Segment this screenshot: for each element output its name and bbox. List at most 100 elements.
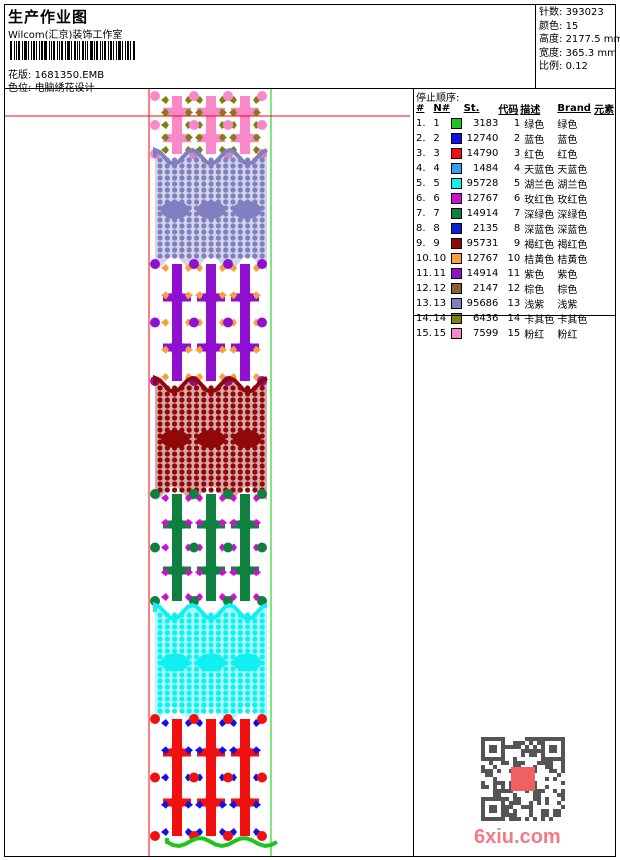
lattice-bead: [157, 247, 163, 253]
lattice-bead: [201, 642, 207, 648]
qr-module: [561, 781, 565, 785]
page-title: 生产作业图: [8, 8, 89, 26]
leaf: [161, 746, 169, 755]
lattice-bead: [186, 199, 192, 205]
color-swatch: [451, 177, 463, 189]
lattice-bead: [186, 391, 192, 397]
lattice-bead: [245, 235, 251, 241]
cell-brand: 浅紫: [557, 300, 578, 311]
lattice-bead: [237, 624, 243, 630]
cell-brand: 紫色: [557, 270, 578, 281]
qr-module: [545, 809, 549, 813]
lattice-bead: [245, 708, 251, 714]
corner-flower: [257, 542, 267, 553]
qr-module: [509, 813, 513, 817]
lattice-bead: [245, 684, 251, 690]
barcode-bar: [67, 41, 70, 60]
cell-idx: 15.: [416, 328, 432, 339]
lattice-bead: [193, 427, 200, 433]
lattice-bead: [223, 708, 229, 714]
barcode-bar: [28, 41, 29, 60]
flower-stem: [206, 719, 216, 836]
flower-center: [170, 563, 184, 578]
lattice-bead: [237, 636, 243, 642]
lattice-bead: [172, 636, 178, 642]
lattice-bead: [208, 624, 214, 630]
cell-st: 14914: [466, 268, 499, 279]
lattice-bead: [259, 157, 265, 163]
qr-module: [521, 753, 525, 757]
lattice-bead: [201, 708, 207, 714]
qr-module: [517, 745, 521, 749]
lattice-bead: [164, 175, 170, 181]
cell-n: 14: [433, 313, 447, 324]
lattice-bead: [252, 253, 258, 259]
lattice-bead: [215, 253, 221, 259]
lattice-bead: [157, 391, 163, 397]
lattice-bead: [252, 415, 258, 421]
cell-el: [594, 206, 616, 221]
flower-center: [170, 517, 184, 532]
lattice-bead: [193, 217, 200, 223]
lattice-bead: [186, 696, 192, 702]
qr-module: [533, 793, 537, 797]
cell-n: 6: [433, 193, 440, 204]
corner-flower: [189, 91, 199, 101]
lattice-bead: [259, 241, 265, 247]
cell-code: 13: [507, 298, 521, 309]
lattice-bead: [230, 451, 236, 457]
lattice-bead: [259, 199, 265, 205]
lattice-bead: [157, 642, 163, 648]
leaf: [195, 345, 203, 354]
lattice-bead: [186, 223, 192, 229]
qr-module: [533, 817, 537, 821]
lattice-bead: [164, 397, 170, 403]
cell-n: 1: [433, 118, 440, 129]
cell-sw: [447, 206, 463, 221]
cell-n: 12: [433, 283, 447, 294]
lattice-bead: [172, 624, 178, 630]
lattice-bead: [172, 247, 178, 253]
lattice-wave-top: [153, 374, 268, 395]
info-scale: 比例: 0.12: [539, 61, 588, 72]
lattice-bead: [172, 475, 178, 481]
lattice-bead: [164, 169, 170, 175]
lattice-bead: [215, 397, 221, 403]
stop-sequence-panel: 停止顺序: # N# St. 代码 描述 Brand 元素 1. 1 3183 1 绿色 绿色 2. 2 1…: [413, 89, 616, 856]
qr-module: [529, 805, 533, 809]
lattice-bead: [157, 702, 163, 708]
lattice-bead: [237, 181, 243, 187]
lattice-bead: [215, 481, 221, 487]
lattice-bead: [157, 181, 163, 187]
lattice-bead: [164, 451, 170, 457]
barcode-bar: [96, 41, 98, 60]
lattice-bead: [223, 157, 229, 163]
cell-desc: 褐红色: [524, 240, 555, 251]
qr-module: [505, 789, 509, 793]
qr-module: [537, 737, 541, 741]
lattice-bead: [172, 235, 178, 241]
leaf: [161, 828, 169, 836]
lattice-medallion: [161, 653, 189, 672]
flower-stem: [172, 96, 182, 154]
lattice-bead: [186, 642, 192, 648]
qr-module: [533, 753, 537, 757]
color-swatch: [451, 327, 463, 339]
lattice-bead: [186, 217, 192, 223]
leaf: [253, 108, 261, 117]
qr-module: [493, 785, 497, 789]
corner-flower: [189, 714, 199, 724]
lattice-bead: [201, 217, 207, 223]
lattice-bead: [193, 475, 200, 481]
flower-center: [238, 131, 252, 146]
lattice-bead: [179, 648, 185, 654]
lattice-bead: [172, 708, 178, 714]
lattice-bead: [259, 235, 265, 241]
lattice-bead: [245, 624, 251, 630]
table-row: 12. 12 2147 12 棕色 棕色: [416, 281, 616, 296]
lattice-bead: [186, 181, 192, 187]
qr-module: [557, 801, 561, 805]
lattice-bead: [215, 187, 221, 193]
cell-idx: 10.: [416, 253, 432, 264]
lattice-bead: [186, 481, 192, 487]
